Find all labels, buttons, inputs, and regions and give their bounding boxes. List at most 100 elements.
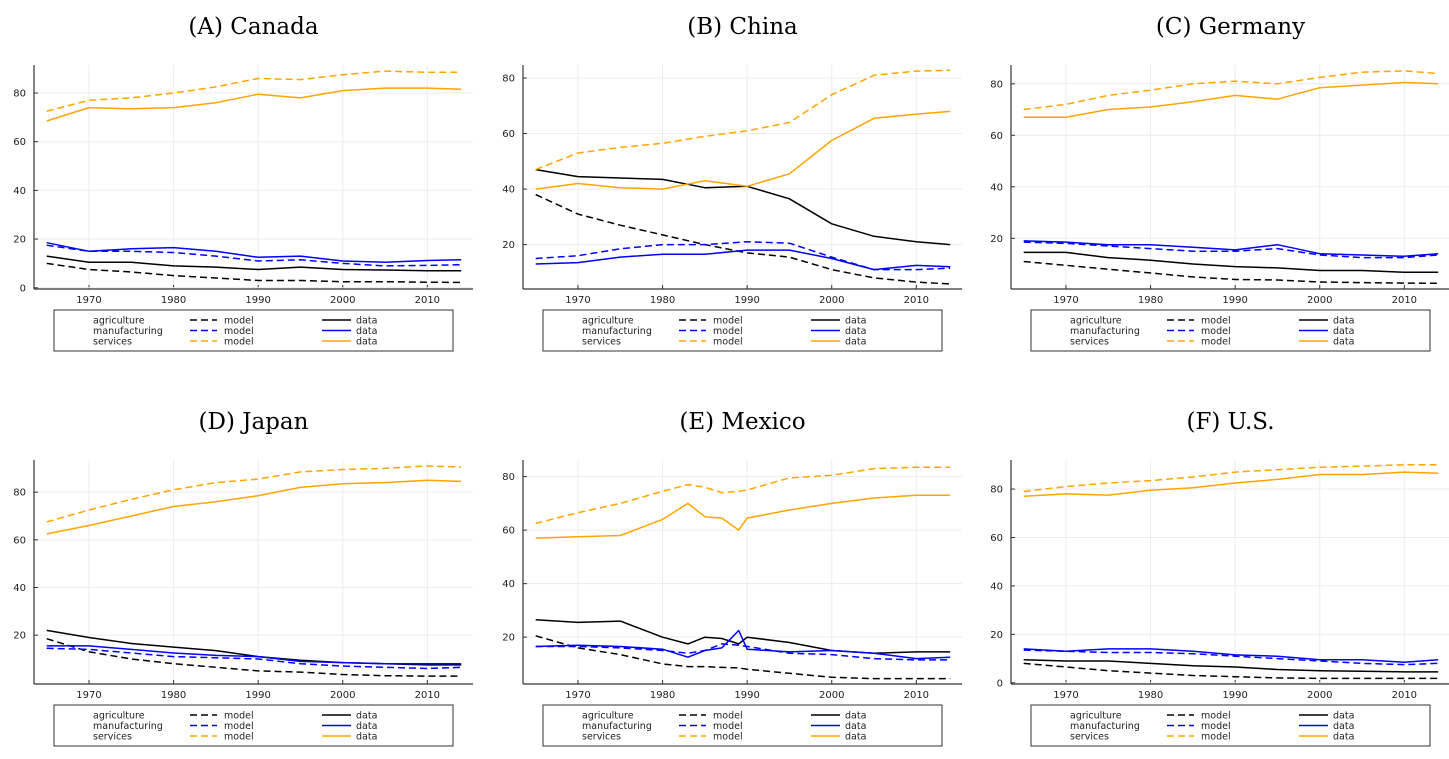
series-line-services-data [535, 494, 951, 539]
x-tick-label: 2000 [330, 295, 355, 306]
legend-model-label: model [713, 316, 743, 327]
legend-model-label: model [1201, 326, 1231, 337]
legend-model-label: model [713, 711, 743, 722]
legend-sector-label: services [93, 337, 132, 348]
legend-data-label: data [845, 721, 866, 732]
y-tick-label: 20 [502, 633, 515, 644]
series-line-services-data [535, 110, 951, 190]
x-tick-label: 1970 [565, 690, 590, 701]
x-tick-label: 1990 [734, 690, 759, 701]
series-line-manufacturing-model [535, 241, 951, 271]
legend-model-label: model [224, 316, 254, 327]
legend-box [542, 704, 943, 747]
legend-data-label: data [356, 316, 377, 327]
series-line-agriculture-model [535, 635, 951, 680]
legend-sector-label: manufacturing [582, 721, 652, 732]
legend-data-label: data [1333, 337, 1354, 348]
series-line-agriculture-model [46, 637, 462, 677]
y-tick-label: 20 [990, 234, 1003, 245]
series-line-services-data [1023, 81, 1439, 119]
y-tick-label: 20 [502, 240, 515, 251]
legend-box [1030, 309, 1431, 352]
x-tick-label: 2000 [819, 295, 844, 306]
series-line-agriculture-data [535, 619, 951, 654]
legend-data-label: data [1333, 316, 1354, 327]
legend-data-label: data [845, 732, 866, 743]
legend-sector-label: services [1070, 337, 1109, 348]
series-line-manufacturing-data [1023, 240, 1439, 258]
x-tick-label: 1980 [1138, 690, 1163, 701]
subplot-e-mexico: (E) Mexico 1970 1980 1990 2000 2010 20 40 60 80 ag… [502, 409, 962, 747]
x-tick-label: 1990 [1222, 690, 1247, 701]
x-tick-label: 2000 [330, 690, 355, 701]
legend: agriculture model data manufacturing model da… [53, 704, 454, 747]
legend-model-label: model [224, 337, 254, 348]
x-tick-label: 2000 [1307, 295, 1332, 306]
legend-model-label: model [224, 732, 254, 743]
subplot-c-germany: (C) Germany 1970 1980 1990 2000 2010 20 40 60 80 a… [990, 14, 1449, 352]
x-tick-label: 1970 [565, 295, 590, 306]
series-line-manufacturing-data [46, 241, 462, 263]
y-tick-label: 60 [13, 137, 26, 148]
legend-sector-label: services [93, 732, 132, 743]
series-line-agriculture-data [1023, 251, 1439, 274]
x-tick-label: 1980 [161, 690, 186, 701]
legend-box [542, 309, 943, 352]
x-tick-label: 1980 [161, 295, 186, 306]
series-line-agriculture-model [46, 262, 462, 284]
legend-model-label: model [1201, 732, 1231, 743]
subplot-b-china: (B) China 1970 1980 1990 2000 2010 20 40 60 80 agr… [502, 14, 962, 352]
x-tick-label: 2000 [1307, 690, 1332, 701]
x-tick-label: 1990 [1222, 295, 1247, 306]
y-tick-label: 40 [990, 581, 1003, 592]
series-line-agriculture-model [535, 193, 951, 285]
subplot-title: (E) Mexico [679, 409, 805, 435]
legend-sector-label: agriculture [1070, 711, 1122, 722]
legend-sector-label: agriculture [1070, 316, 1122, 327]
y-tick-label: 40 [990, 182, 1003, 193]
x-tick-label: 2010 [1392, 690, 1417, 701]
legend-sector-label: services [1070, 732, 1109, 743]
subplot-title: (A) Canada [188, 14, 318, 40]
legend-data-label: data [356, 732, 377, 743]
y-tick-label: 40 [502, 185, 515, 196]
x-tick-label: 1990 [734, 295, 759, 306]
series-line-manufacturing-model [535, 643, 951, 661]
series-line-manufacturing-model [46, 244, 462, 267]
subplot-f-u-s: (F) U.S. 1970 1980 1990 2000 2010 0 20 40 60 80 agr… [990, 409, 1449, 747]
x-tick-label: 2010 [904, 295, 929, 306]
series-line-manufacturing-data [1023, 648, 1439, 663]
series-line-agriculture-model [1023, 260, 1439, 285]
legend-sector-label: services [582, 732, 621, 743]
legend-data-label: data [1333, 711, 1354, 722]
subplot-a-canada: (A) Canada 1970 1980 1990 2000 2010 0 20 40 60 80 a… [13, 14, 473, 352]
legend: agriculture model data manufacturing model da… [542, 309, 943, 352]
legend-box [1030, 704, 1431, 747]
x-tick-label: 1980 [650, 690, 675, 701]
series-line-agriculture-data [535, 168, 951, 246]
legend-model-label: model [713, 337, 743, 348]
subplot-title: (D) Japan [199, 409, 309, 435]
series-line-manufacturing-data [46, 645, 462, 665]
legend-sector-label: manufacturing [93, 326, 163, 337]
subplot-title: (C) Germany [1156, 14, 1305, 40]
legend-sector-label: agriculture [582, 316, 634, 327]
legend-data-label: data [1333, 326, 1354, 337]
x-tick-label: 1970 [76, 690, 101, 701]
series-line-agriculture-data [46, 255, 462, 272]
x-tick-label: 2010 [415, 295, 440, 306]
series-line-services-model [535, 466, 951, 525]
series-line-services-data [46, 87, 462, 122]
legend-data-label: data [845, 316, 866, 327]
legend: agriculture model data manufacturing model da… [542, 704, 943, 747]
legend-data-label: data [845, 711, 866, 722]
legend-model-label: model [713, 721, 743, 732]
x-tick-label: 2010 [415, 690, 440, 701]
y-tick-label: 20 [13, 235, 26, 246]
legend-sector-label: manufacturing [93, 721, 163, 732]
series-line-manufacturing-model [1023, 241, 1439, 259]
series-line-services-model [1023, 70, 1439, 111]
legend: agriculture model data manufacturing model da… [53, 309, 454, 352]
legend: agriculture model data manufacturing model da… [1030, 309, 1431, 352]
